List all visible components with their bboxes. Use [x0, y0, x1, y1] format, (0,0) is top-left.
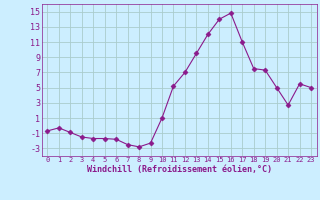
X-axis label: Windchill (Refroidissement éolien,°C): Windchill (Refroidissement éolien,°C): [87, 165, 272, 174]
